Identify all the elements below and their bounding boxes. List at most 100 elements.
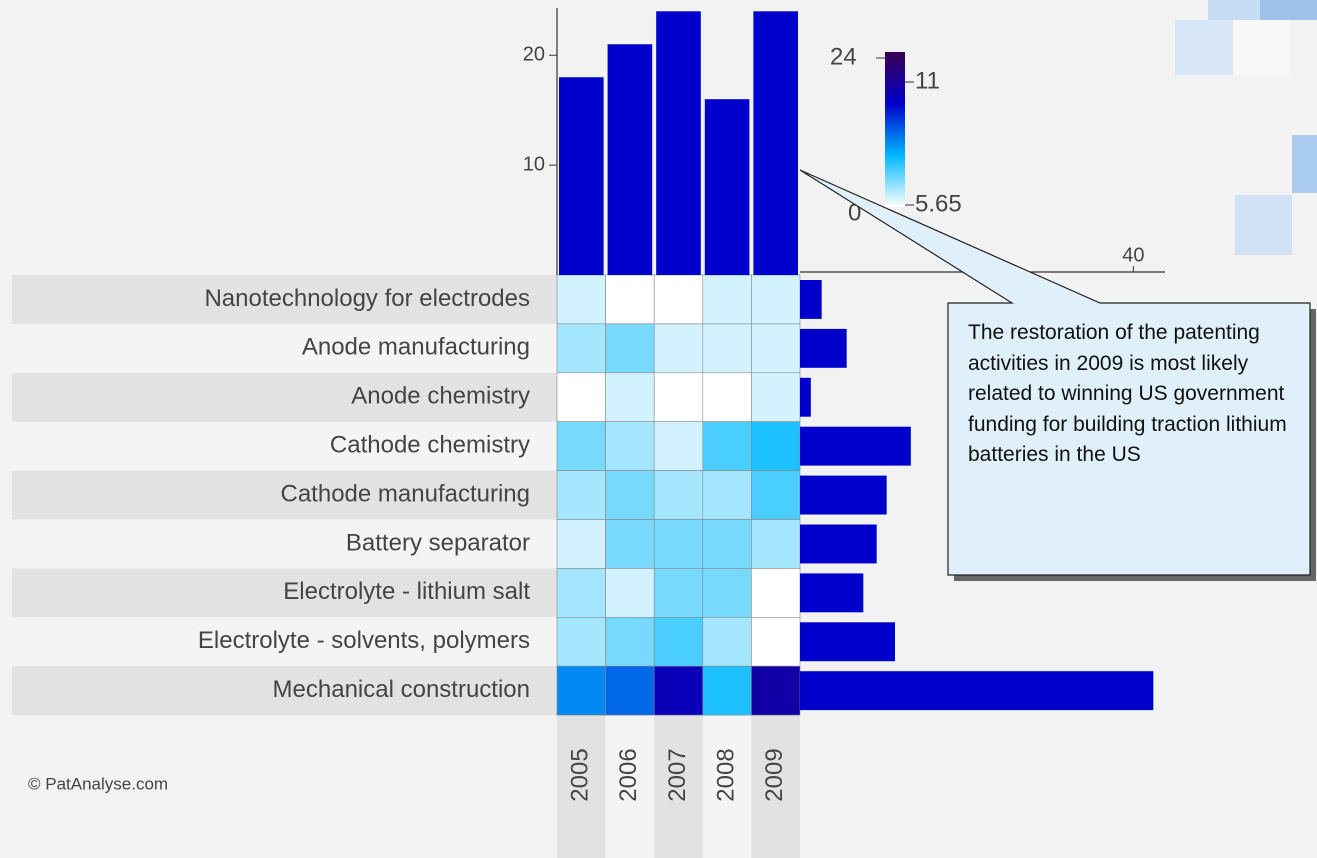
decor: [1208, 0, 1260, 20]
heat-cell: [605, 323, 655, 374]
heat-cell: [556, 519, 606, 569]
colorbar-label: 5.65: [915, 190, 962, 217]
row-label: Electrolyte - solvents, polymers: [198, 627, 530, 654]
heat-cell: [556, 372, 606, 422]
heat-cell: [605, 665, 655, 716]
heat-cell: [702, 665, 752, 716]
top-bar: [753, 11, 798, 276]
heat-cell: [751, 274, 801, 325]
heat-cell: [653, 421, 704, 471]
heat-cell: [653, 568, 704, 618]
top-bar: [559, 77, 604, 275]
row-band: [12, 372, 557, 422]
row-band: [12, 568, 557, 618]
row-label: Cathode chemistry: [330, 431, 530, 458]
heat-cell: [751, 519, 801, 569]
top-bar: [607, 44, 653, 275]
row-label: Anode manufacturing: [302, 334, 530, 361]
credit: © PatAnalyse.com: [28, 774, 168, 793]
heat-cell: [556, 421, 606, 471]
heat-cell: [605, 470, 655, 520]
heat-cell: [653, 519, 704, 569]
heat-cell: [556, 665, 606, 716]
right-bar: [800, 280, 822, 319]
col-label: 2006: [615, 748, 642, 801]
row-label: Battery separator: [346, 529, 530, 556]
right-bar: [800, 573, 864, 613]
heat-cell: [556, 323, 606, 374]
heat-cell: [702, 323, 752, 374]
right-bar: [800, 328, 847, 368]
decor: [1175, 20, 1233, 75]
right-bar: [800, 622, 895, 662]
colorbar-label: 24: [830, 43, 857, 70]
heat-cell: [751, 665, 801, 716]
heat-cell: [702, 372, 752, 422]
decor: [1292, 135, 1317, 193]
heat-cell: [605, 568, 655, 618]
row-band: [12, 666, 557, 716]
annotation: The restoration of the patenting activit…: [968, 321, 1287, 466]
row-label: Mechanical construction: [273, 676, 530, 703]
y-tick-label: 10: [523, 153, 545, 175]
heat-cell: [653, 323, 704, 374]
row-label: Anode chemistry: [351, 383, 530, 410]
heat-cell: [605, 372, 655, 422]
heat-cell: [751, 323, 801, 374]
right-bar: [800, 475, 887, 515]
colorbar: [885, 52, 905, 207]
heat-cell: [556, 568, 606, 618]
col-label: 2007: [664, 748, 691, 801]
colorbar-label: 11: [915, 67, 940, 94]
col-band: [654, 715, 703, 858]
heat-cell: [653, 274, 704, 325]
heat-cell: [702, 274, 752, 325]
right-bar: [800, 426, 911, 466]
callout: [799, 169, 1316, 581]
row-band: [12, 617, 557, 667]
heat-cell: [556, 274, 606, 325]
decor: [1235, 195, 1292, 255]
row-label: Nanotechnology for electrodes: [204, 285, 530, 312]
heat-cell: [751, 372, 801, 422]
heat-cell: [751, 568, 801, 618]
heat-cell: [702, 616, 752, 667]
heat-cell: [653, 470, 704, 520]
col-label: 2005: [567, 748, 594, 801]
heat-cell: [605, 274, 655, 325]
row-band: [12, 323, 557, 373]
col-band: [557, 715, 606, 858]
heat-cell: [702, 421, 752, 471]
heat-cell: [653, 372, 704, 422]
heat-cell: [751, 421, 801, 471]
row-band: [12, 519, 557, 569]
heat-cell: [605, 616, 655, 667]
right-bar: [800, 524, 877, 564]
heat-cell: [702, 568, 752, 618]
col-label: 2009: [761, 748, 788, 801]
right-bar: [800, 377, 811, 417]
decor: [1260, 0, 1317, 20]
heat-cell: [653, 616, 704, 667]
heat-cell: [653, 665, 704, 716]
row-band: [12, 275, 557, 324]
heat-cell: [556, 616, 606, 667]
row-band: [12, 421, 557, 471]
col-band: [702, 715, 752, 858]
heat-cell: [605, 421, 655, 471]
heat-cell: [751, 470, 801, 520]
heat-cell: [702, 470, 752, 520]
row-band: [12, 470, 557, 520]
right-bar: [800, 671, 1154, 711]
heat-cell: [751, 616, 801, 667]
col-label: 2008: [712, 748, 739, 801]
x-tick-label: 40: [1122, 244, 1144, 266]
heat-cell: [702, 519, 752, 569]
top-bar: [704, 99, 750, 275]
row-label: Cathode manufacturing: [281, 480, 531, 507]
heat-cell: [556, 470, 606, 520]
col-band: [605, 715, 655, 858]
callout-box: [799, 169, 1311, 576]
